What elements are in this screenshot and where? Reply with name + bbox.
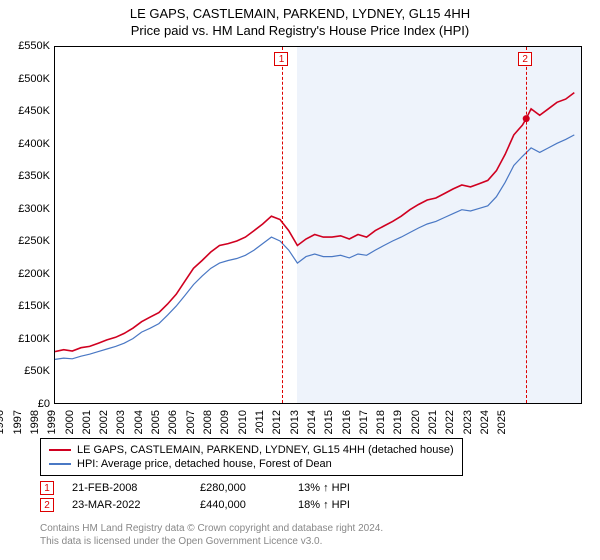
y-tick-label: £400K — [0, 138, 50, 150]
attribution-line: This data is licensed under the Open Gov… — [40, 535, 383, 548]
y-tick-label: £50K — [0, 365, 50, 377]
sale-delta: 18% ↑ HPI — [298, 499, 350, 511]
legend-swatch — [49, 449, 71, 451]
legend-row: HPI: Average price, detached house, Fore… — [49, 457, 454, 471]
sale-date: 23-MAR-2022 — [72, 499, 182, 511]
chart-subtitle: Price paid vs. HM Land Registry's House … — [0, 23, 600, 38]
y-tick-label: £0 — [0, 398, 50, 410]
x-tick-label: 2025 — [496, 410, 600, 434]
y-tick-label: £500K — [0, 73, 50, 85]
sales-table: 1 21-FEB-2008 £280,000 13% ↑ HPI 2 23-MAR-202… — [40, 478, 350, 515]
legend-label: LE GAPS, CASTLEMAIN, PARKEND, LYDNEY, GL… — [77, 444, 454, 456]
legend: LE GAPS, CASTLEMAIN, PARKEND, LYDNEY, GL… — [40, 438, 463, 476]
chart-svg — [55, 47, 582, 404]
y-tick-label: £550K — [0, 40, 50, 52]
sale-marker: 1 — [274, 52, 288, 66]
sale-marker: 2 — [518, 52, 532, 66]
chart-plot-area — [54, 46, 582, 404]
sale-delta: 13% ↑ HPI — [298, 482, 350, 494]
y-tick-label: £300K — [0, 203, 50, 215]
y-tick-label: £200K — [0, 268, 50, 280]
legend-row: LE GAPS, CASTLEMAIN, PARKEND, LYDNEY, GL… — [49, 443, 454, 457]
sale-date: 21-FEB-2008 — [72, 482, 182, 494]
y-tick-label: £100K — [0, 333, 50, 345]
attribution: Contains HM Land Registry data © Crown c… — [40, 522, 383, 548]
sale-marker-icon: 1 — [40, 481, 54, 495]
y-tick-label: £350K — [0, 170, 50, 182]
series-property — [55, 93, 574, 352]
sale-price: £280,000 — [200, 482, 280, 494]
legend-label: HPI: Average price, detached house, Fore… — [77, 458, 332, 470]
sale-row: 2 23-MAR-2022 £440,000 18% ↑ HPI — [40, 498, 350, 512]
y-tick-label: £150K — [0, 300, 50, 312]
y-tick-label: £450K — [0, 105, 50, 117]
sale-row: 1 21-FEB-2008 £280,000 13% ↑ HPI — [40, 481, 350, 495]
attribution-line: Contains HM Land Registry data © Crown c… — [40, 522, 383, 535]
series-hpi — [55, 135, 574, 360]
chart-title: LE GAPS, CASTLEMAIN, PARKEND, LYDNEY, GL… — [0, 6, 600, 21]
y-tick-label: £250K — [0, 235, 50, 247]
legend-swatch — [49, 463, 71, 465]
sale-marker-icon: 2 — [40, 498, 54, 512]
sale-price: £440,000 — [200, 499, 280, 511]
